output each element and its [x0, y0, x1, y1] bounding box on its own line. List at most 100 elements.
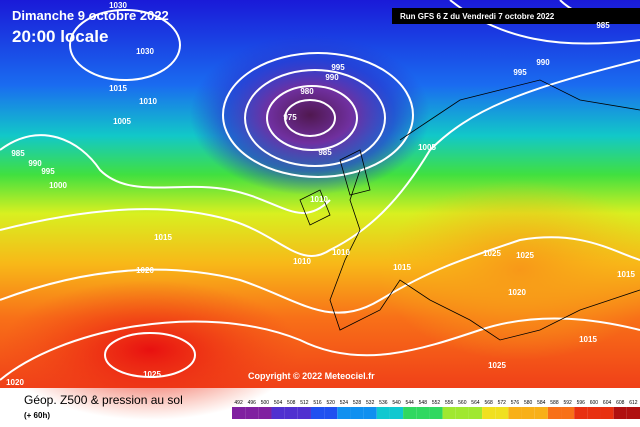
isobar-label: 985	[318, 148, 332, 157]
legend-label: 588	[550, 400, 559, 406]
legend-swatch	[442, 407, 456, 419]
legend-label: 492	[234, 400, 243, 406]
legend-label: 608	[616, 400, 625, 406]
legend-swatch	[455, 407, 469, 419]
legend-swatch	[626, 407, 640, 419]
legend-swatch	[350, 407, 364, 419]
footer-title: Géop. Z500 & pression au sol	[24, 393, 183, 407]
legend-label: 592	[563, 400, 572, 406]
run-banner	[392, 8, 640, 24]
isobar-label: 1020	[6, 378, 24, 387]
legend-label: 580	[524, 400, 533, 406]
legend-swatch	[310, 407, 325, 419]
isobar-label: 1010	[139, 97, 157, 106]
isobar-label: 1005	[113, 117, 131, 126]
isobar-label: 1030	[136, 47, 154, 56]
legend-swatch	[521, 407, 535, 419]
legend-swatch	[363, 407, 377, 419]
legend-label: 612	[629, 400, 638, 406]
legend-label: 496	[248, 400, 257, 406]
coastlines	[299, 79, 640, 341]
run-info: Run GFS 6 Z du Vendredi 7 octobre 2022	[400, 12, 555, 21]
isobar-label: 990	[28, 159, 42, 168]
isobar-label: 1025	[516, 251, 534, 260]
copyright: Copyright © 2022 Meteociel.fr	[248, 371, 375, 381]
legend-label: 528	[353, 400, 362, 406]
legend-label: 520	[327, 400, 336, 406]
isobar-label: 990	[325, 73, 339, 82]
legend-swatch	[600, 407, 614, 419]
isobar-label: 975	[283, 113, 297, 122]
legend-label: 604	[603, 400, 612, 406]
legend-label: 548	[419, 400, 428, 406]
legend-swatch	[468, 407, 483, 419]
isobar-label: 985	[11, 149, 25, 158]
legend-swatch	[258, 407, 272, 419]
legend-label: 564	[471, 400, 480, 406]
legend: 492 496 500 504 508 512 516 520 524 528 532 536 540 5…	[232, 400, 640, 419]
isobar-label: 1020	[508, 288, 526, 297]
isobar-label: 980	[300, 87, 314, 96]
legend-swatch	[561, 407, 575, 419]
legend-label: 540	[392, 400, 401, 406]
time: 20:00 locale	[12, 27, 108, 46]
isobar-label: 995	[331, 63, 345, 72]
isobar-label: 1015	[393, 263, 411, 272]
legend-swatch	[297, 407, 311, 419]
isobar-label: 1015	[617, 270, 635, 279]
legend-label: 584	[537, 400, 546, 406]
legend-label: 576	[511, 400, 520, 406]
legend-swatch	[534, 407, 548, 419]
isobar-label: 1015	[579, 335, 597, 344]
legend-label: 532	[366, 400, 375, 406]
legend-swatch	[403, 407, 417, 419]
legend-label: 536	[379, 400, 388, 406]
legend-label: 544	[406, 400, 415, 406]
legend-swatch	[416, 407, 430, 419]
isobar-label: 1015	[109, 84, 127, 93]
legend-label: 504	[274, 400, 283, 406]
legend-swatch	[324, 407, 338, 419]
isobar-label: 1020	[136, 266, 154, 275]
date: Dimanche 9 octobre 2022	[12, 8, 169, 23]
legend-label: 516	[313, 400, 322, 406]
legend-swatch	[337, 407, 351, 419]
legend-swatch	[482, 407, 496, 419]
legend-swatch	[271, 407, 285, 419]
footer-lead: (+ 60h)	[24, 411, 50, 420]
isobar-label: 1000	[49, 181, 67, 190]
legend-swatch	[495, 407, 509, 419]
isobar-label: 995	[41, 167, 55, 176]
legend-swatch	[587, 407, 601, 419]
legend-label: 600	[590, 400, 599, 406]
legend-label: 508	[287, 400, 296, 406]
legend-label: 572	[498, 400, 507, 406]
isobar-label: 1030	[109, 1, 127, 10]
legend-swatch	[389, 407, 404, 419]
legend-swatch	[574, 407, 588, 419]
legend-swatch	[547, 407, 562, 419]
legend-swatch	[232, 407, 246, 419]
legend-label: 556	[445, 400, 454, 406]
legend-label: 568	[484, 400, 493, 406]
legend-label: 560	[458, 400, 467, 406]
legend-swatch	[508, 407, 522, 419]
isobar-labels: 1030103010151010100598599099510009959909…	[6, 1, 635, 387]
isobar-label: 1010	[332, 248, 350, 257]
isobar-label: 1010	[310, 195, 328, 204]
legend-label: 552	[432, 400, 441, 406]
isobar-label: 1025	[143, 370, 161, 379]
isobar-label: 990	[536, 58, 550, 67]
legend-swatch	[429, 407, 443, 419]
legend-swatch	[376, 407, 390, 419]
legend-swatch	[613, 407, 627, 419]
legend-swatch	[284, 407, 298, 419]
legend-label: 596	[577, 400, 586, 406]
legend-label: 512	[300, 400, 309, 406]
legend-label: 500	[261, 400, 270, 406]
isobar-label: 985	[596, 21, 610, 30]
isobar-label: 1010	[293, 257, 311, 266]
legend-label: 524	[340, 400, 349, 406]
